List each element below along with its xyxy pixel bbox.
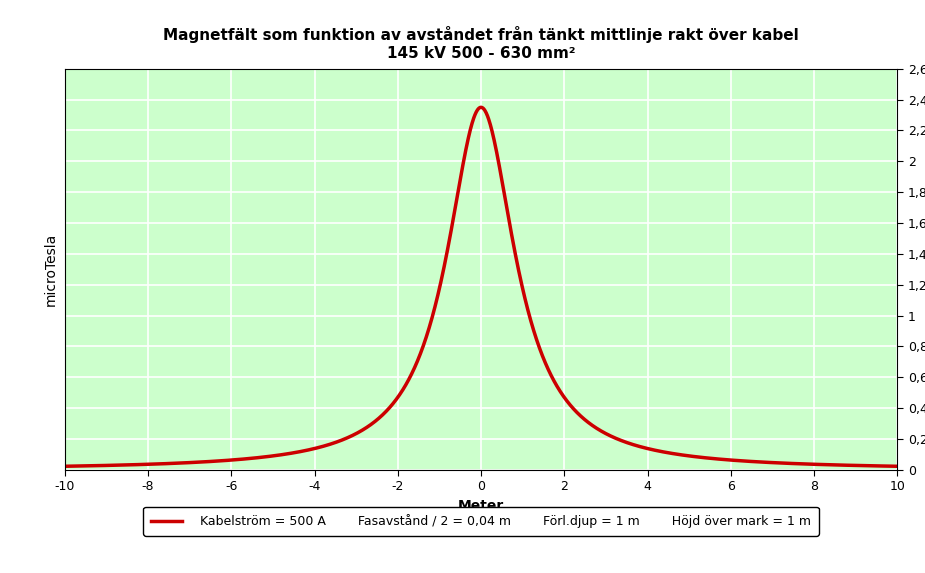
Legend:   Kabelström = 500 A        Fasavstånd / 2 = 0,04 m        Förl.djup = 1 m      : Kabelström = 500 A Fasavstånd / 2 = 0,04…: [143, 507, 819, 536]
X-axis label: Meter: Meter: [458, 499, 504, 513]
Y-axis label: microTesla: microTesla: [43, 233, 57, 306]
Title: Magnetfält som funktion av avståndet från tänkt mittlinje rakt över kabel
145 kV: Magnetfält som funktion av avståndet frå…: [163, 26, 799, 61]
